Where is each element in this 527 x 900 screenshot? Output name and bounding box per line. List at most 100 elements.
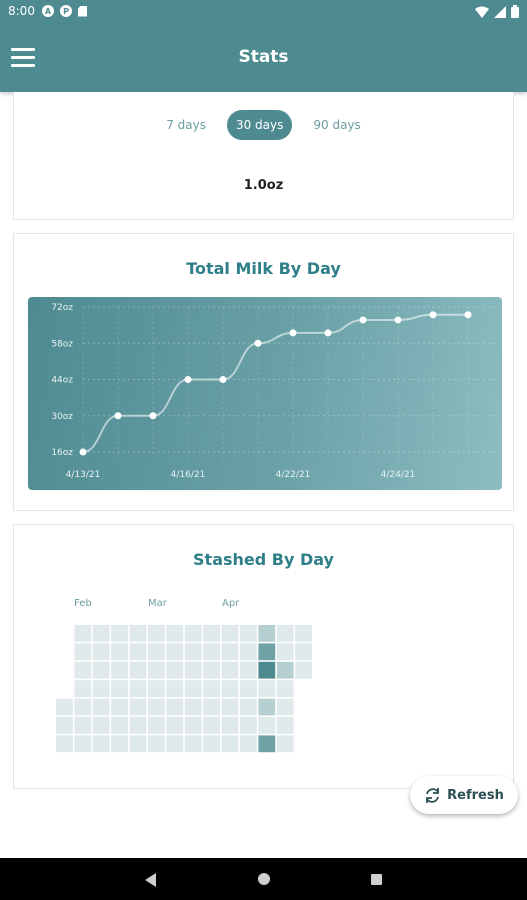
x-tick-label: 4/22/21 (276, 470, 311, 480)
recents-icon[interactable] (371, 874, 382, 885)
heatmap-cell (129, 643, 147, 661)
system-nav-bar (0, 858, 527, 900)
heatmap-cell (129, 661, 147, 679)
heatmap-cell (148, 643, 165, 661)
heatmap-cell (148, 717, 165, 734)
heatmap-cell (166, 625, 184, 642)
a-icon: A (42, 5, 54, 17)
heatmap-cell (203, 698, 220, 716)
data-point (184, 376, 192, 383)
heatmap-cell (276, 680, 294, 697)
heatmap-cell (74, 735, 92, 753)
heatmap-cell (184, 625, 202, 642)
chart-panel: 72oz 58oz 44oz 30oz 16oz 4/13/21 4/16/21 4/22/2… (28, 297, 502, 490)
heatmap-cell (74, 680, 92, 697)
y-tick-label: 30oz (51, 412, 73, 422)
heatmap-cell (221, 643, 239, 661)
heatmap-cell (74, 698, 92, 716)
range-card: 7 days 30 days 90 days 1.0oz (13, 92, 514, 220)
y-tick-label: 44oz (51, 376, 73, 386)
p-icon: P (60, 5, 72, 17)
heatmap-cell (203, 717, 220, 734)
heatmap-cell (92, 698, 110, 716)
heatmap-cell (166, 680, 184, 697)
heatmap-cell (221, 625, 239, 642)
heatmap-cell (92, 661, 110, 679)
back-icon[interactable] (145, 873, 156, 887)
heatmap-cell (203, 625, 220, 642)
heatmap-cell (92, 717, 110, 734)
y-tick-label: 16oz (51, 448, 73, 458)
heatmap-cell (258, 698, 276, 716)
heatmap-cell (295, 625, 312, 642)
chart-title: Total Milk By Day (186, 259, 341, 278)
heatmap-cell (258, 625, 276, 642)
heatmap-cell (92, 625, 110, 642)
heatmap-cell (240, 698, 257, 716)
data-point (359, 316, 367, 324)
heatmap-cell (111, 735, 128, 753)
heatmap-cell (276, 625, 294, 642)
battery-icon (511, 5, 519, 18)
heatmap-cell (111, 625, 128, 642)
signal-icon (494, 5, 506, 18)
home-icon[interactable] (258, 873, 270, 885)
heatmap-cell (184, 661, 202, 679)
status-bar: 8:00 A P (0, 0, 527, 24)
heatmap-cell (240, 717, 257, 734)
heatmap-cell (276, 735, 294, 753)
data-point (394, 316, 402, 324)
heatmap-cell (258, 643, 276, 661)
series-line (82, 313, 468, 453)
heatmap-cell (148, 698, 165, 716)
heatmap-cell (166, 661, 184, 679)
stashed-card: Stashed By Day Feb Mar Apr (13, 524, 514, 789)
heatmap-cell (221, 680, 239, 697)
total-milk-card: Total Milk By Day 72oz 58oz 44oz 30oz 16oz 4/… (13, 233, 514, 511)
data-point (324, 329, 332, 337)
heatmap-cell (166, 735, 184, 753)
y-tick-label: 72oz (51, 303, 73, 313)
x-tick-label: 4/24/21 (381, 470, 416, 480)
menu-icon[interactable] (11, 48, 35, 68)
heatmap-cell (295, 643, 312, 661)
heatmap-cell (111, 698, 128, 716)
x-tick-label: 4/16/21 (171, 470, 206, 480)
heatmap-cell (148, 625, 165, 642)
heatmap-cell (129, 625, 147, 642)
heatmap-cell (184, 698, 202, 716)
sd-card-icon (78, 5, 87, 17)
heatmap-cell (258, 680, 276, 697)
range-option-7-days[interactable]: 7 days (166, 118, 206, 132)
stat-value: 1.0oz (243, 178, 284, 193)
heatmap-cell (184, 680, 202, 697)
range-option-90-days[interactable]: 90 days (313, 118, 361, 132)
heatmap-cell (221, 698, 239, 716)
heatmap-cell (111, 717, 128, 734)
heatmap-cell (203, 661, 220, 679)
heatmap-cell (166, 698, 184, 716)
heatmap-cell (148, 735, 165, 753)
data-point (219, 376, 227, 383)
heatmap-cell (258, 717, 276, 734)
heatmap-cell (203, 680, 220, 697)
heatmap-cell (92, 735, 110, 753)
heatmap-cell (148, 680, 165, 697)
heatmap-cell (74, 661, 92, 679)
refresh-icon (426, 787, 440, 803)
refresh-label: Refresh (447, 787, 504, 803)
refresh-button[interactable]: Refresh (410, 776, 518, 814)
heatmap-cell (148, 661, 165, 679)
month-label: Mar (148, 598, 168, 609)
x-tick-label: 4/13/21 (66, 470, 101, 480)
heatmap-cell (240, 643, 257, 661)
data-point (149, 412, 157, 420)
y-tick-label: 58oz (51, 339, 73, 349)
heatmap-cell (74, 717, 92, 734)
data-point (429, 311, 437, 319)
heatmap-cell (184, 735, 202, 753)
heatmap-cell (203, 643, 220, 661)
heatmap-cell (184, 717, 202, 734)
range-option-30-days[interactable]: 30 days (226, 110, 293, 140)
heatmap-cell (240, 625, 257, 642)
